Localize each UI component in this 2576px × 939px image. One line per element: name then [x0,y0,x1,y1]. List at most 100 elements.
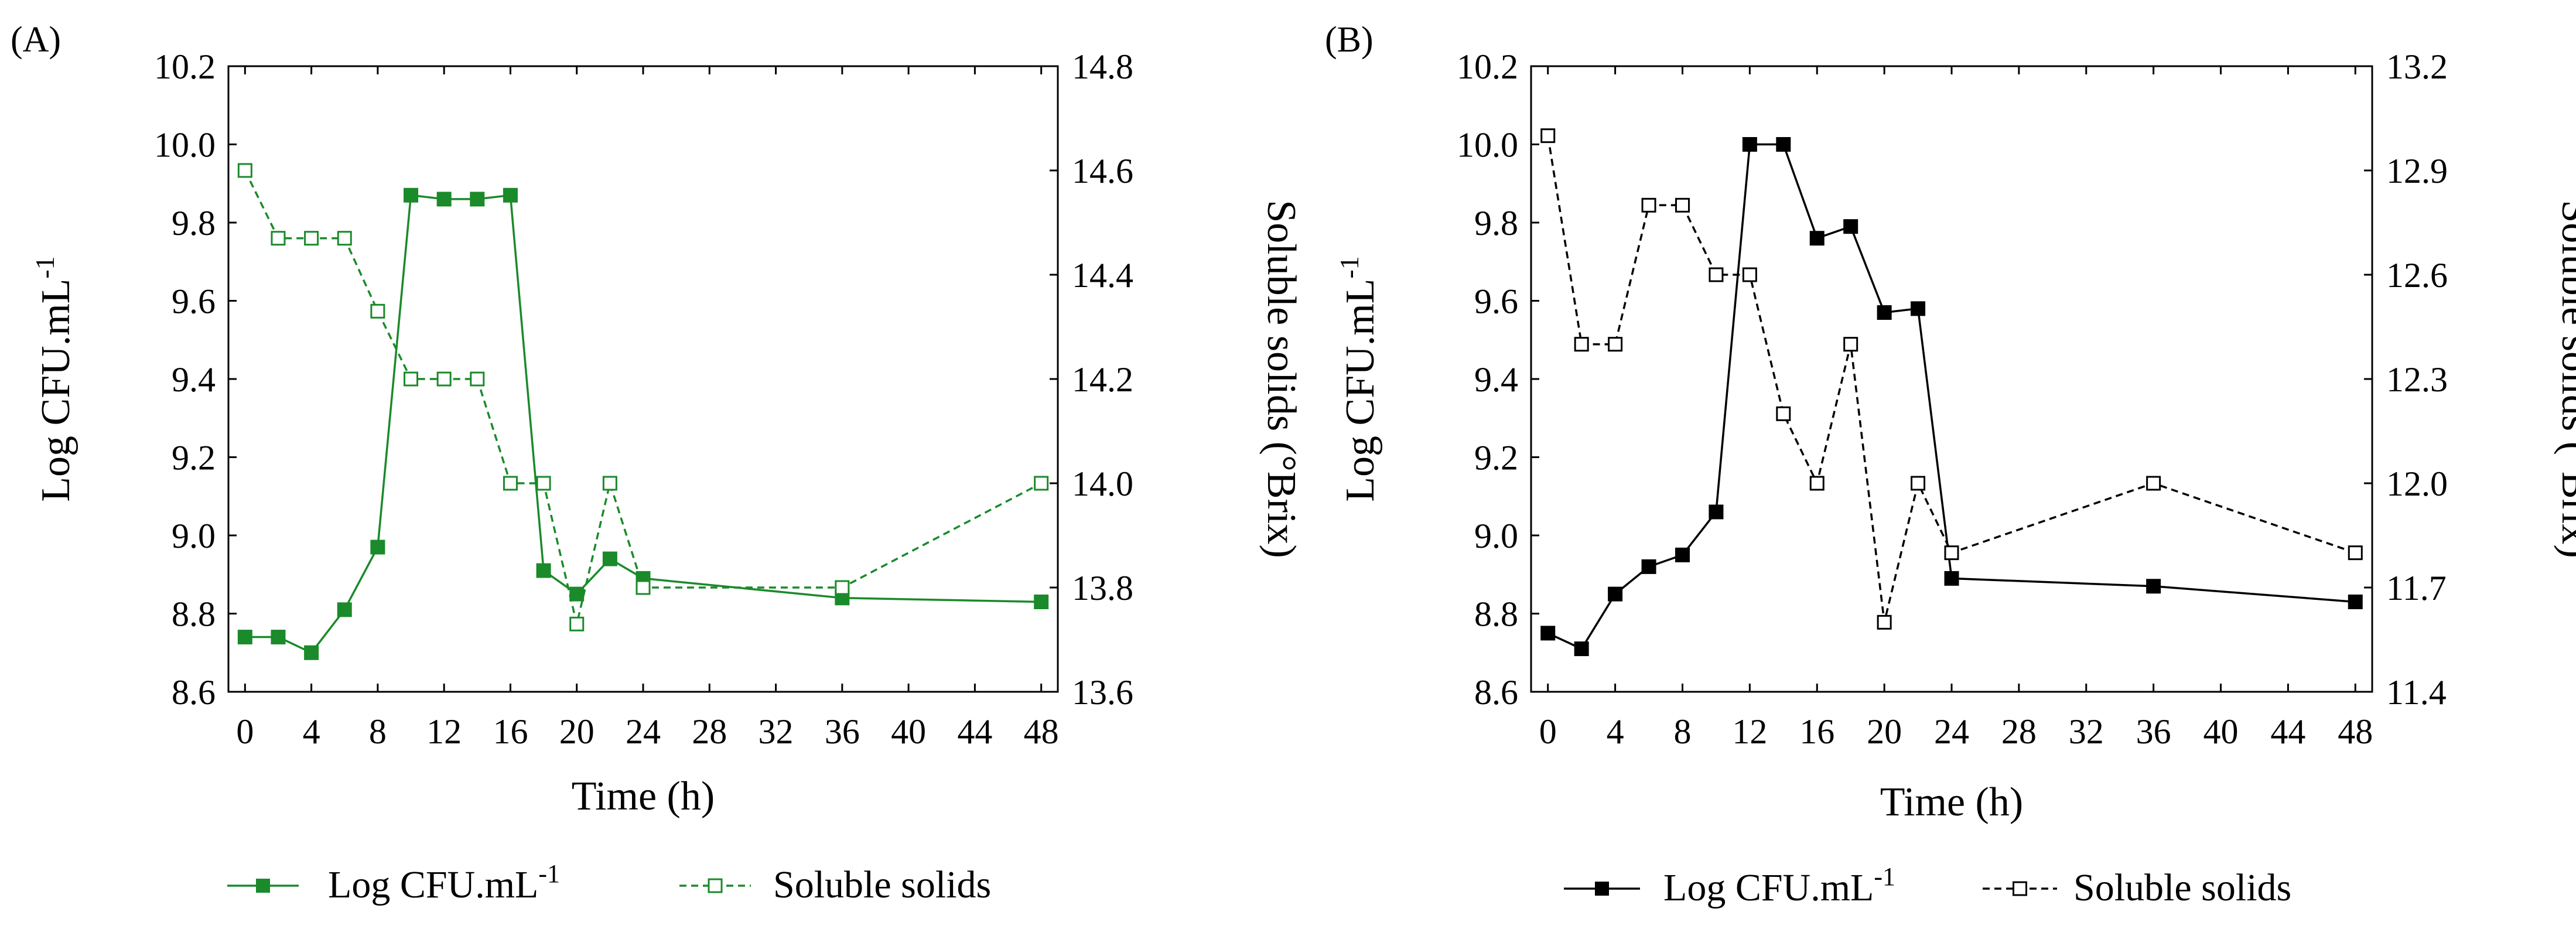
legend-label-main: Log CFU.mL [1663,866,1874,909]
y2-tick-label: 14.4 [1072,256,1133,295]
log-cfu-point [2348,594,2363,609]
y2-tick-label: 13.8 [1072,569,1133,607]
log-cfu-point [1809,231,1825,246]
y-tick-label: 8.6 [172,673,216,712]
log-cfu-point [1843,219,1858,234]
y2-tick-label: 11.4 [2386,673,2447,712]
y-tick-label: 8.8 [1474,595,1518,634]
legend-marker-open-square [2013,881,2027,896]
x-tick-label: 8 [1673,712,1691,751]
y-axis-title-main: Log CFU.mL [33,279,78,502]
soluble-solids-series [1540,128,2363,630]
legend: Log CFU.mL-1 Soluble solids [1564,862,2291,909]
legend-label-log-cfu: Log CFU.mL-1 [1663,862,1895,909]
log-cfu-point [2146,579,2161,594]
x-tick-label: 44 [2270,712,2305,751]
y2-tick-label: 11.7 [2386,569,2447,607]
y2-tick-label: 14.6 [1072,152,1133,190]
soluble-solids-point [1675,197,1690,213]
legend-label-sup: -1 [538,859,560,888]
log-cfu-point [271,630,286,645]
soluble-solids-point [1809,476,1825,491]
y-tick-label: 9.2 [172,439,216,477]
x-tick-label: 32 [759,712,794,751]
log-cfu-point [1574,641,1589,657]
log-cfu-series [1540,137,2363,657]
log-cfu-point [536,563,551,578]
legend: Log CFU.mL-1 Soluble solids [227,859,991,906]
legend-label-soluble-solids: Soluble solids [2073,866,2291,909]
legend-label-log-cfu: Log CFU.mL-1 [328,859,560,906]
legend-label-main: Log CFU.mL [328,863,538,906]
x-tick-label: 20 [559,712,595,751]
y2-tick-label: 12.3 [2386,360,2448,399]
log-cfu-point [1944,571,1959,586]
log-cfu-point [503,187,518,203]
legend-label-sup: -1 [1874,862,1895,891]
y-tick-label: 10.0 [1457,126,1518,165]
soluble-solids-point [1742,267,1757,282]
log-cfu-point [1877,305,1892,320]
log-cfu-point [1641,559,1656,574]
y-tick-label: 9.8 [172,204,216,243]
panel-label: (A) [11,20,61,60]
soluble-solids-point [1776,406,1791,421]
y-tick-label: 8.6 [1474,673,1518,712]
soluble-solids-point [536,476,551,491]
y2-tick-label: 12.0 [2386,465,2448,503]
x-tick-label: 24 [1934,712,1969,751]
x-tick-label: 12 [426,712,462,751]
log-cfu-point [370,540,385,555]
y-tick-label: 9.8 [1474,204,1518,243]
soluble-solids-point [602,476,617,491]
legend-label-soluble-solids: Soluble solids [773,863,991,906]
log-cfu-point [1709,504,1724,520]
soluble-solids-point [470,371,485,387]
x-tick-label: 16 [1799,712,1834,751]
legend-marker-filled-square [1595,882,1609,896]
log-cfu-point [337,602,352,617]
x-tick-label: 4 [1607,712,1624,751]
soluble-solids-point [1911,476,1926,491]
x-tick-label: 24 [626,712,661,751]
y-tick-label: 9.0 [172,517,216,555]
x-tick-label: 28 [2001,712,2037,751]
x-axis-title: Time (h) [1880,780,2023,825]
x-tick-label: 36 [825,712,860,751]
soluble-solids-point [1944,545,1959,561]
x-tick-label: 48 [2338,712,2373,751]
y-tick-label: 8.8 [172,595,216,634]
soluble-solids-point [404,371,419,387]
soluble-solids-point [370,303,385,319]
y-tick-label: 9.0 [1474,517,1518,555]
x-tick-label: 48 [1024,712,1059,751]
x-axis-title: Time (h) [572,774,715,819]
y-tick-label: 10.0 [154,126,216,165]
y-axis-title: Log CFU.mL-1 [1334,256,1383,501]
soluble-solids-point [835,580,850,595]
y2-axis-title: Soluble solids (°Brix) [1259,200,1304,558]
y-tick-label: 9.6 [172,282,216,321]
soluble-solids-point [1574,337,1589,352]
y-axis-title-main: Log CFU.mL [1338,279,1383,502]
soluble-solids-point [1709,267,1724,282]
y2-tick-label: 14.8 [1072,47,1133,86]
y2-tick-label: 14.2 [1072,360,1133,399]
soluble-solids-point [1608,337,1623,352]
x-tick-label: 36 [2136,712,2171,751]
y-axis-title-sup: -1 [1334,256,1364,278]
y2-tick-label: 12.6 [2386,256,2448,295]
soluble-solids-line [244,170,1042,624]
log-cfu-point [1911,301,1926,316]
y-tick-label: 10.2 [1457,47,1518,86]
soluble-solids-point [304,231,319,246]
log-cfu-point [1608,586,1623,602]
log-cfu-point [1675,547,1690,562]
chart-panel-b: 0 4 8 12 16 20 24 28 32 36 40 44 488.68.89.09.29.49.… [1325,20,2576,909]
log-cfu-point [602,551,617,566]
legend-marker-filled-square [256,879,270,893]
soluble-solids-point [1540,128,1556,144]
y-axis-title-sup: -1 [30,256,60,278]
log-cfu-point [1776,137,1791,152]
x-tick-label: 44 [957,712,992,751]
